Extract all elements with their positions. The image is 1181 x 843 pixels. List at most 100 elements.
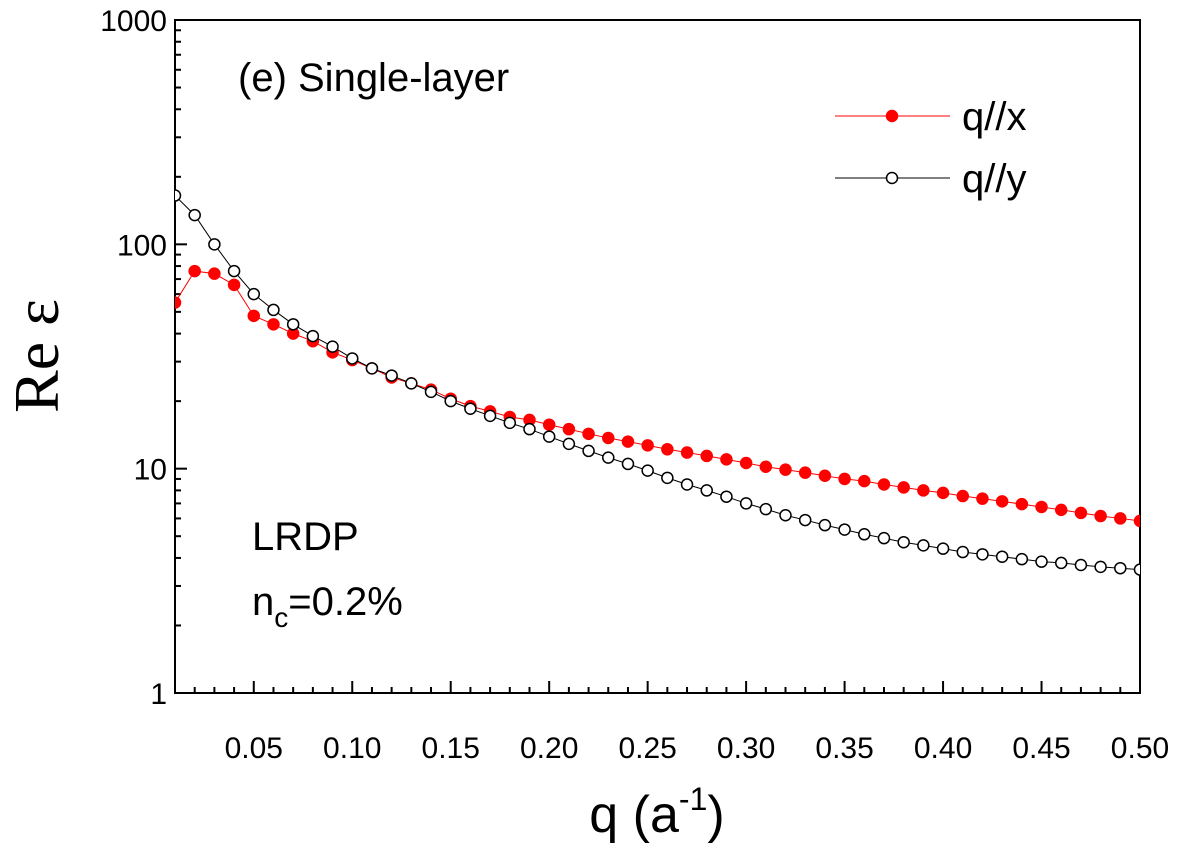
data-point [995, 495, 1009, 508]
data-point [345, 352, 359, 365]
x-tick-label: 0.25 [618, 732, 676, 765]
data-point [365, 362, 379, 375]
data-point [1035, 500, 1048, 514]
series-line [175, 195, 1140, 571]
x-tick-label: 0.50 [1111, 732, 1169, 765]
nc-annotation: nc=0.2% [252, 580, 403, 633]
data-point [444, 394, 457, 408]
data-point [897, 535, 910, 549]
series-line [175, 270, 1140, 522]
series-layer [175, 189, 1140, 576]
legend-marker-qy [885, 171, 899, 185]
data-point [700, 449, 713, 463]
data-point [897, 481, 910, 494]
data-point [1133, 563, 1140, 576]
legend-label-qx: q//x [962, 95, 1026, 139]
x-tick-label: 0.05 [225, 732, 283, 765]
data-point [877, 531, 891, 545]
data-point [326, 340, 339, 353]
data-point [641, 439, 654, 452]
series-qx [175, 264, 1140, 528]
data-point [582, 444, 595, 458]
data-point [858, 528, 871, 541]
method-annotation: LRDP [252, 515, 359, 559]
series-qy [175, 189, 1140, 576]
data-point [542, 430, 556, 443]
data-point [661, 443, 674, 456]
data-point [739, 456, 753, 470]
data-point [779, 463, 792, 476]
legend-label-qy: q//y [962, 157, 1026, 201]
data-point [523, 422, 536, 436]
data-point [503, 416, 517, 430]
y-tick-label: 1 [150, 678, 167, 711]
data-point [995, 550, 1009, 563]
data-point [1114, 512, 1127, 525]
x-tick-label: 0.15 [422, 732, 480, 765]
data-point [247, 287, 261, 301]
data-point [877, 478, 891, 491]
data-point [267, 318, 280, 331]
data-point [1094, 509, 1107, 523]
data-point [936, 542, 950, 555]
legend-marker-qx [885, 109, 899, 123]
x-axis-title-close: ) [707, 786, 724, 843]
data-point [917, 484, 930, 497]
data-point [227, 278, 241, 292]
x-tick-label: 0.20 [520, 732, 578, 765]
data-point [858, 474, 871, 488]
data-point [720, 490, 733, 503]
y-axis-title: Re ε [1, 299, 72, 413]
data-point [759, 460, 773, 473]
data-point [542, 418, 556, 431]
data-point [175, 296, 182, 309]
data-point [917, 539, 930, 552]
data-point [700, 484, 713, 497]
data-point [759, 502, 773, 516]
data-point [424, 385, 438, 399]
legend: q//x q//y [835, 95, 1026, 201]
x-axis-title: q (a-1) [589, 781, 724, 843]
nc-base: n [252, 580, 274, 624]
plot-area [174, 19, 1141, 694]
data-point [661, 471, 674, 485]
data-point [838, 472, 851, 486]
y-tick-label: 10 [134, 454, 167, 487]
data-point [267, 303, 280, 317]
data-point [405, 377, 418, 390]
data-point [602, 431, 615, 445]
data-point [976, 492, 989, 505]
data-point [227, 264, 241, 278]
data-point [798, 466, 812, 479]
data-point [956, 545, 970, 559]
data-point [188, 264, 201, 278]
data-point [464, 402, 477, 415]
nc-sub: c [274, 602, 288, 633]
x-tick-label: 0.30 [717, 732, 775, 765]
data-point [1054, 556, 1068, 570]
data-point [562, 422, 576, 436]
y-tick-label: 100 [117, 229, 167, 262]
data-point [385, 369, 398, 382]
data-point [739, 497, 753, 510]
data-point [582, 427, 595, 441]
nc-rest: =0.2% [288, 580, 403, 624]
data-point [798, 513, 812, 527]
data-point [641, 464, 654, 477]
data-point [680, 478, 694, 491]
data-point [838, 523, 851, 536]
data-point [1133, 514, 1140, 528]
x-ticks: 0.05 0.10 0.15 0.20 0.25 0.30 0.35 0.40 0.45 0.50 [174, 681, 1169, 765]
data-point [956, 489, 970, 503]
data-point [562, 437, 576, 451]
x-tick-label: 0.45 [1012, 732, 1070, 765]
data-point [208, 238, 221, 251]
y-ticks: 1 10 100 1000 [100, 5, 187, 711]
panel-annotation: (e) Single-layer [238, 56, 509, 100]
x-tick-label: 0.35 [815, 732, 873, 765]
data-point [175, 189, 182, 202]
data-point [1054, 503, 1068, 517]
x-tick-label: 0.10 [323, 732, 381, 765]
plot-frame [174, 19, 1141, 694]
